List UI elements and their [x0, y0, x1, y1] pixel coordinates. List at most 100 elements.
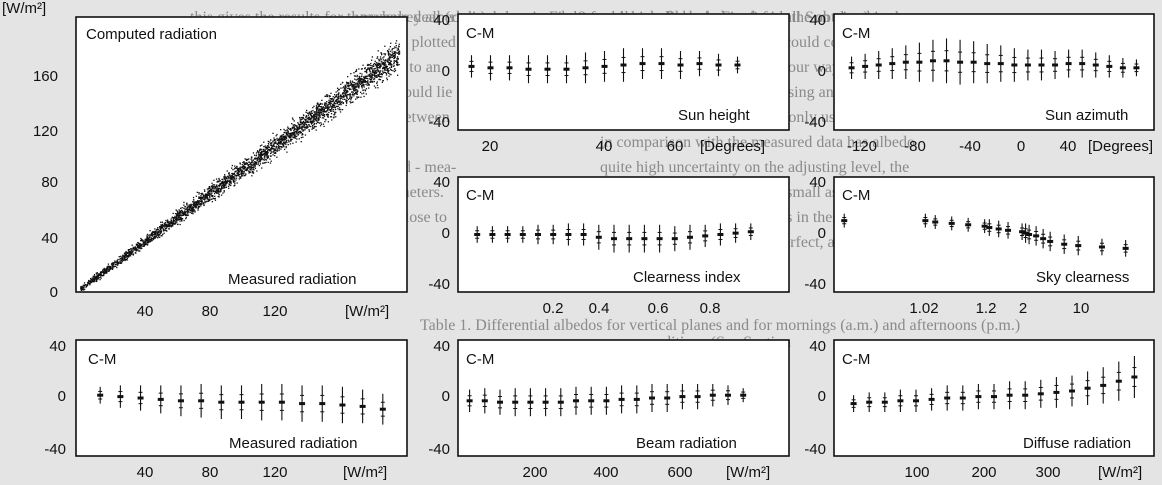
scatter-point [256, 162, 258, 164]
scatter-point [358, 68, 360, 70]
scatter-point [363, 79, 365, 81]
scatter-point [99, 276, 101, 278]
scatter-point [165, 225, 167, 227]
scatter-point [293, 137, 295, 139]
scatter-point [157, 234, 159, 236]
scatter-point [176, 214, 178, 216]
scatter-point [97, 277, 99, 279]
scatter-point [320, 109, 323, 112]
scatter-point [161, 221, 163, 223]
scatter-point [376, 81, 378, 83]
scatter-point [394, 53, 396, 56]
scatter-point [359, 81, 361, 83]
scatter-point [343, 91, 346, 93]
scatter-point [267, 140, 269, 142]
scatter-point [389, 67, 391, 69]
scatter-point [258, 158, 260, 160]
scatter-point [274, 152, 277, 154]
scatter-point [297, 127, 299, 129]
scatter-point [107, 267, 109, 269]
scatter-point [376, 75, 378, 77]
scatter-point [207, 198, 209, 200]
scatter-point [222, 183, 224, 185]
scatter-point [307, 126, 309, 128]
scatter-point [362, 89, 364, 92]
scatter-point [237, 170, 239, 172]
scatter-point [311, 115, 314, 117]
scatter-point [346, 83, 348, 85]
scatter-point [237, 168, 240, 170]
scatter-point [255, 163, 257, 165]
scatter-point [240, 166, 243, 168]
scatter-point [211, 185, 213, 187]
scatter-point [376, 69, 378, 71]
scatter-point [366, 81, 368, 83]
scatter-point [119, 257, 121, 260]
scatter-point [366, 82, 368, 84]
scatter-point [261, 154, 263, 156]
scatter-point [354, 90, 356, 92]
scatter-point [191, 208, 193, 210]
scatter-point [185, 211, 187, 213]
scatter-point [228, 175, 230, 177]
scatter-point [275, 139, 277, 141]
scatter-point [344, 94, 347, 96]
scatter-point [376, 63, 378, 66]
scatter-point [122, 259, 124, 261]
scatter-point [349, 81, 352, 84]
scatter-point [372, 77, 374, 79]
scatter-point [149, 236, 151, 238]
scatter-point [151, 233, 153, 236]
scatter-point [146, 242, 149, 244]
scatter-point [359, 79, 362, 81]
scatter-point [95, 277, 97, 279]
sky-clearness-xtick-1.2: 1.2 [976, 300, 997, 317]
scatter-xtick-120: 120 [262, 303, 287, 320]
clearness-index-ytick-minus40: -40 [428, 276, 450, 293]
scatter-point [214, 199, 217, 201]
scatter-point [267, 142, 270, 144]
scatter-point [321, 106, 323, 108]
scatter-point [219, 183, 222, 185]
scatter-point [384, 60, 387, 62]
mean-marker [848, 66, 855, 70]
scatter-point [176, 216, 178, 218]
scatter-point [215, 188, 217, 190]
scatter-point [289, 133, 291, 135]
scatter-point [321, 111, 323, 113]
scatter-point [394, 54, 396, 56]
scatter-point [351, 83, 353, 86]
scatter-point [304, 134, 307, 136]
scatter-point [242, 172, 244, 175]
scatter-point [212, 186, 214, 189]
scatter-point [80, 289, 82, 291]
scatter-point [128, 250, 130, 252]
scatter-point [380, 52, 383, 55]
scatter-point [278, 140, 280, 142]
mean-marker [466, 399, 473, 403]
mean-marker [841, 219, 848, 223]
scatter-point [278, 149, 280, 152]
scatter-point [318, 116, 320, 118]
diffuse-radiation-xtick-300: 300 [1035, 464, 1060, 481]
scatter-point [266, 152, 268, 154]
scatter-point [357, 83, 359, 86]
scatter-point [317, 102, 319, 104]
scatter-point [85, 285, 87, 287]
mean-marker [611, 237, 617, 241]
scatter-point [160, 226, 163, 228]
scatter-point [387, 63, 390, 66]
scatter-point [269, 150, 271, 152]
scatter-point [217, 188, 220, 190]
scatter-point [386, 68, 388, 70]
scatter-point [237, 173, 239, 175]
clearness-index-ylabel: C-M [466, 187, 494, 204]
scatter-point [334, 106, 336, 109]
scatter-point [375, 62, 377, 64]
scatter-point [342, 92, 344, 94]
scatter-point [270, 148, 272, 150]
scatter-point [357, 78, 360, 80]
scatter-point [228, 178, 230, 180]
scatter-point [361, 82, 363, 84]
scatter-point [224, 187, 226, 189]
